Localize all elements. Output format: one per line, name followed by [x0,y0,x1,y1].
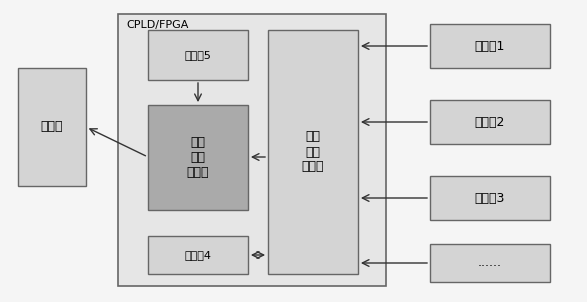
Text: 中断
逻辑
控制器: 中断 逻辑 控制器 [302,130,324,174]
Bar [430,100,550,144]
Text: 处理器: 处理器 [41,120,63,133]
Bar [268,30,358,274]
Text: 中断源4: 中断源4 [184,250,211,260]
Text: 中断源1: 中断源1 [475,40,505,53]
Bar [148,30,248,80]
Bar [18,68,86,186]
Text: 中断源5: 中断源5 [184,50,211,60]
Bar [118,14,386,286]
Text: ......: ...... [478,256,502,269]
Text: 中断源2: 中断源2 [475,115,505,128]
Bar [148,105,248,210]
Bar [148,236,248,274]
Text: 中断
波形
发生器: 中断 波形 发生器 [187,136,209,179]
Bar [430,244,550,282]
Text: 中断源3: 中断源3 [475,191,505,204]
Text: CPLD/FPGA: CPLD/FPGA [126,20,188,30]
Bar [430,24,550,68]
Bar [430,176,550,220]
